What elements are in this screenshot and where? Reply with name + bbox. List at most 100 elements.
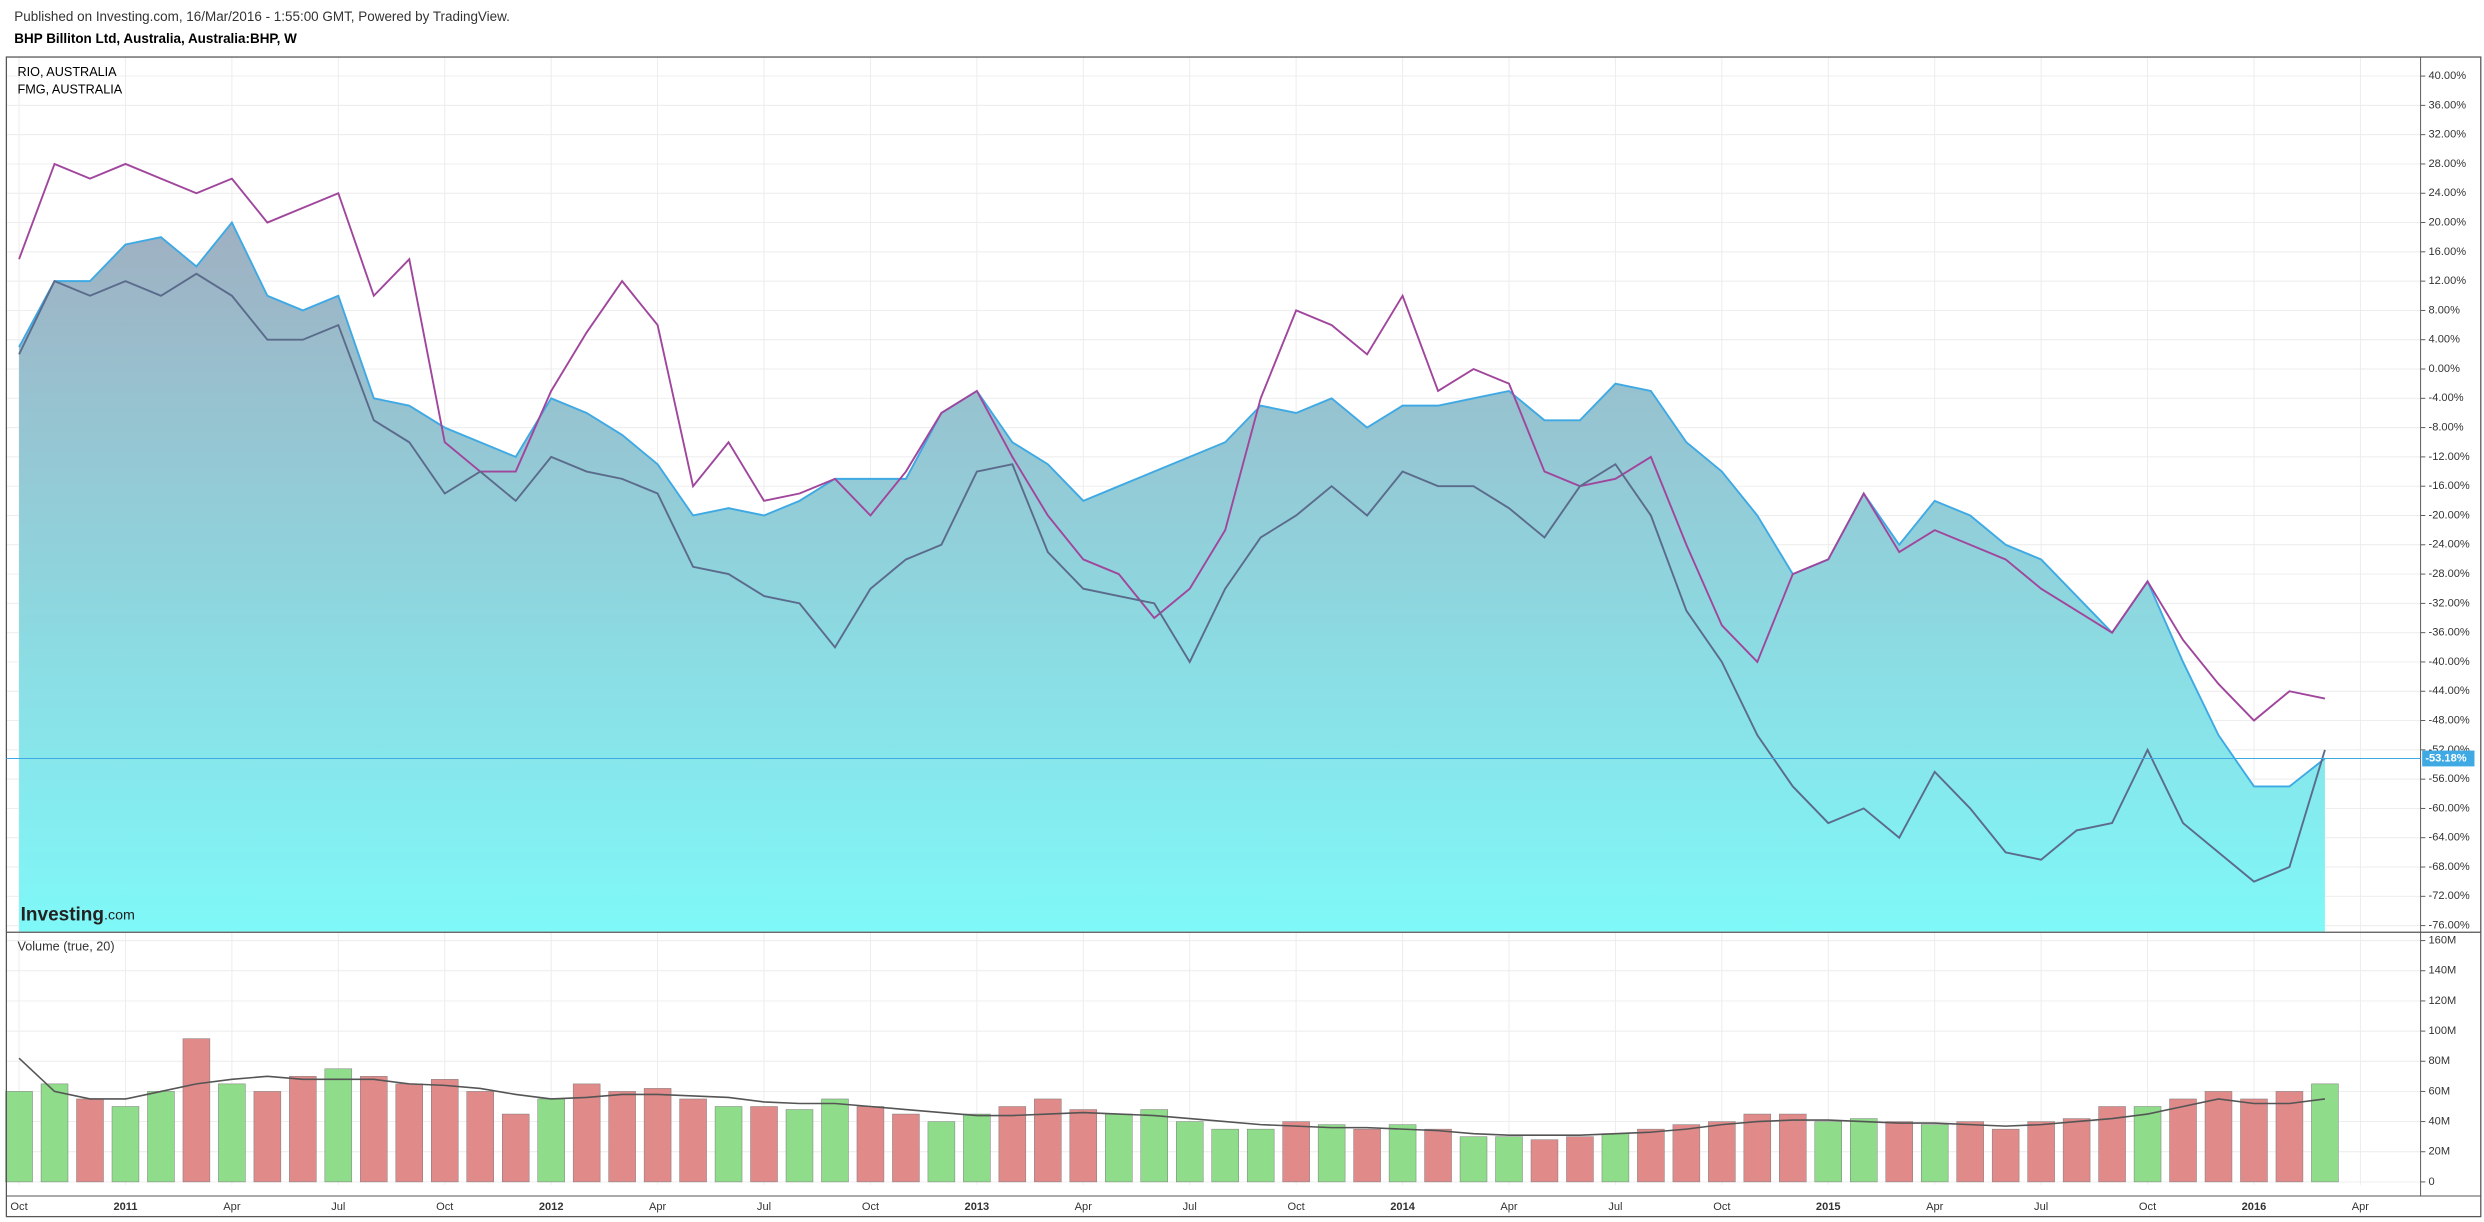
volume-bar [324, 1068, 353, 1183]
volume-bar [2027, 1121, 2055, 1183]
volume-bar [1956, 1121, 1984, 1183]
volume-bar [750, 1106, 778, 1183]
plot [5, 162, 2339, 1183]
y-tick-label: 100M [2429, 1025, 2457, 1037]
area-fill [19, 222, 2325, 932]
volume-bar [1495, 1136, 1523, 1183]
volume-bar [1211, 1128, 1239, 1183]
y-tick-label: 12.00% [2429, 275, 2467, 287]
x-tick-label: Jul [2034, 1201, 2048, 1213]
x-tick-label: 2016 [2242, 1201, 2267, 1213]
volume-bar [1140, 1109, 1168, 1183]
volume-bar [289, 1076, 317, 1183]
y-tick-label: 0 [2429, 1176, 2435, 1188]
y-tick-label: 28.00% [2429, 158, 2467, 170]
x-tick-label: Apr [1075, 1201, 1093, 1213]
last-value-label: -53.18% [2425, 752, 2466, 764]
x-tick-label: Oct [862, 1201, 879, 1213]
y-tick-label: 120M [2429, 995, 2457, 1007]
volume-bar [1246, 1128, 1275, 1183]
y-tick-label: -28.00% [2429, 568, 2470, 580]
volume-bar [111, 1106, 140, 1183]
y-tick-label: 24.00% [2429, 187, 2467, 199]
volume-bar [1566, 1136, 1594, 1183]
x-tick-label: Apr [2352, 1201, 2370, 1213]
y-tick-label: 4.00% [2429, 334, 2461, 346]
y-tick-label: 0.00% [2429, 363, 2461, 375]
y-tick-label: -16.00% [2429, 480, 2470, 492]
volume-bar [998, 1106, 1027, 1183]
volume-bar [1779, 1113, 1807, 1183]
volume-bar [892, 1113, 920, 1183]
volume-bar [785, 1109, 814, 1183]
volume-bar [856, 1106, 885, 1183]
y-tick-label: -36.00% [2429, 627, 2470, 639]
volume-bar [572, 1083, 601, 1183]
watermark-suffix: .com [104, 907, 135, 923]
y-tick-label: -8.00% [2429, 422, 2464, 434]
header-symbol: BHP Billiton Ltd, Australia, Australia:B… [14, 31, 297, 46]
volume-bar [1530, 1139, 1559, 1183]
volume-bar [2062, 1118, 2091, 1183]
volume-bar [40, 1083, 69, 1183]
x-tick-label: Apr [1926, 1201, 1944, 1213]
series-line [18, 162, 2326, 722]
volume-bar [679, 1098, 707, 1183]
y-tick-label: 40.00% [2429, 70, 2467, 82]
volume-bar [2240, 1098, 2268, 1183]
volume-bar [927, 1121, 956, 1183]
volume-bar [2169, 1098, 2197, 1183]
volume-bar [537, 1098, 565, 1183]
x-tick-label: Jul [1183, 1201, 1197, 1213]
volume-title: Volume (true, 20) [17, 940, 114, 954]
volume-bar [821, 1098, 849, 1183]
y-tick-label: -32.00% [2429, 597, 2470, 609]
volume-bar [2275, 1091, 2304, 1183]
y-tick-label: 80M [2429, 1055, 2451, 1067]
x-tick-label: Oct [436, 1201, 453, 1213]
y-tick-label: 140M [2429, 965, 2457, 977]
header-published: Published on Investing.com, 16/Mar/2016 … [14, 9, 510, 24]
x-tick-label: 2011 [113, 1201, 137, 1213]
series-line [18, 272, 2326, 883]
y-tick-label: -4.00% [2429, 392, 2464, 404]
volume-bar [1317, 1124, 1346, 1183]
y-tick-label: -48.00% [2429, 714, 2470, 726]
x-tick-label: Oct [1713, 1201, 1730, 1213]
volume-bar [1743, 1113, 1772, 1183]
volume-bar [1034, 1098, 1062, 1183]
area-line [18, 220, 2326, 788]
y-tick-label: -20.00% [2429, 509, 2470, 521]
frame [5, 56, 2482, 1218]
volume-bar [2311, 1083, 2339, 1183]
legend-entry: RIO, AUSTRALIA [17, 65, 117, 79]
volume-bar [1991, 1128, 2020, 1183]
volume-bar [360, 1076, 388, 1183]
volume-bar [501, 1113, 530, 1183]
y-tick-label: 8.00% [2429, 304, 2461, 316]
volume-bar [1920, 1124, 1949, 1183]
last-value-box [2422, 750, 2475, 767]
volume-bar [1105, 1113, 1133, 1183]
y-tick-label: 40M [2429, 1116, 2451, 1128]
volume-bar [147, 1091, 175, 1183]
y-tick-label: -12.00% [2429, 451, 2470, 463]
volume-bar [1850, 1118, 1878, 1183]
volume-bar [182, 1038, 211, 1183]
volume-bar [1708, 1121, 1736, 1183]
watermark-brand: Investing [21, 905, 104, 926]
volume-bar [466, 1091, 494, 1183]
volume-bar [395, 1083, 423, 1183]
volume-bar [1459, 1136, 1488, 1183]
y-tick-label: 32.00% [2429, 129, 2467, 141]
y-tick-label: 160M [2429, 935, 2457, 947]
volume-bar [1885, 1121, 1913, 1183]
volume-bar [1388, 1124, 1417, 1183]
y-tick-label: -76.00% [2429, 920, 2470, 932]
volume-bar [963, 1113, 991, 1183]
x-tick-label: Oct [1288, 1201, 1305, 1213]
volume-bar [643, 1088, 672, 1183]
x-tick-label: Oct [2139, 1201, 2156, 1213]
y-tick-label: 16.00% [2429, 246, 2467, 258]
